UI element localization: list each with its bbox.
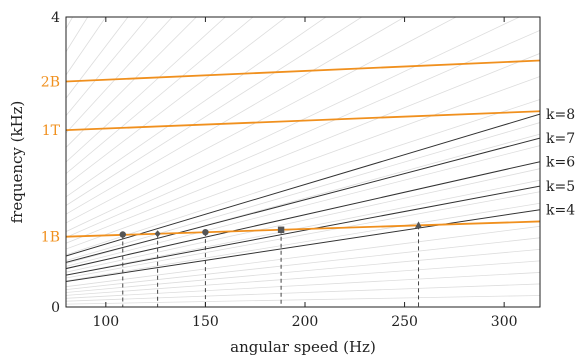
order-line-k8 — [66, 113, 540, 257]
crossing-marker-k7 — [154, 230, 161, 238]
background-order-line — [66, 272, 540, 299]
background-order-line — [66, 17, 129, 99]
mode-label-1B: 1B — [41, 230, 60, 246]
background-order-line — [66, 17, 89, 53]
x-tick-label: 100 — [92, 314, 119, 330]
background-order-line — [66, 225, 540, 288]
background-order-line — [66, 17, 363, 206]
crossing-marker-k4 — [415, 221, 423, 228]
order-line-k7 — [66, 137, 540, 263]
background-order-line — [66, 17, 327, 198]
order-label-k5: k=5 — [546, 179, 575, 195]
background-order-line — [66, 17, 173, 134]
x-tick-label: 150 — [192, 314, 219, 330]
background-order-line — [66, 17, 521, 232]
order-label-k8: k=8 — [546, 107, 575, 123]
background-order-line — [66, 17, 149, 116]
order-line-k6 — [66, 161, 540, 270]
background-order-line — [66, 260, 540, 296]
background-order-line — [66, 17, 457, 224]
background-order-line — [66, 17, 254, 174]
background-order-line — [66, 283, 540, 302]
mode-line-2B — [66, 59, 540, 83]
y-axis-label: frequency (kHz) — [8, 101, 26, 224]
crossing-marker-k5 — [277, 226, 285, 233]
background-order-line — [66, 191, 540, 279]
background-order-line — [66, 237, 540, 290]
background-order-line — [66, 17, 197, 148]
x-tick-label: 200 — [292, 314, 319, 330]
background-order-line — [66, 17, 226, 163]
mode-label-2B: 2B — [41, 75, 60, 91]
background-order-line — [66, 179, 540, 276]
order-label-k4: k=4 — [546, 203, 575, 219]
background-order-line — [66, 122, 540, 261]
crossing-marker-k8 — [119, 231, 126, 238]
background-order-line — [66, 145, 540, 267]
background-order-line — [66, 17, 74, 29]
y-tick-label: 4 — [51, 10, 60, 26]
background-order-line — [66, 248, 540, 293]
background-order-line — [66, 53, 540, 244]
y-tick-label: 0 — [51, 300, 60, 316]
background-order-line — [66, 76, 540, 250]
order-label-k6: k=6 — [546, 155, 575, 171]
x-tick-label: 300 — [491, 314, 518, 330]
mode-line-1B — [66, 220, 540, 238]
plot-frame — [65, 16, 541, 308]
x-tick-label: 250 — [391, 314, 418, 330]
order-label-k7: k=7 — [546, 131, 575, 147]
order-line-k5 — [66, 185, 540, 276]
order-line-k4 — [66, 209, 540, 282]
crossing-marker-k6 — [202, 228, 209, 236]
background-order-line — [66, 17, 287, 186]
mode-label-1T: 1T — [42, 123, 61, 139]
background-order-line — [66, 99, 540, 256]
mode-line-1T — [66, 110, 540, 131]
background-order-line — [66, 295, 540, 305]
background-order-line — [66, 17, 406, 215]
x-axis-label: angular speed (Hz) — [230, 338, 376, 356]
background-order-line — [66, 202, 540, 282]
background-order-line — [66, 168, 540, 273]
